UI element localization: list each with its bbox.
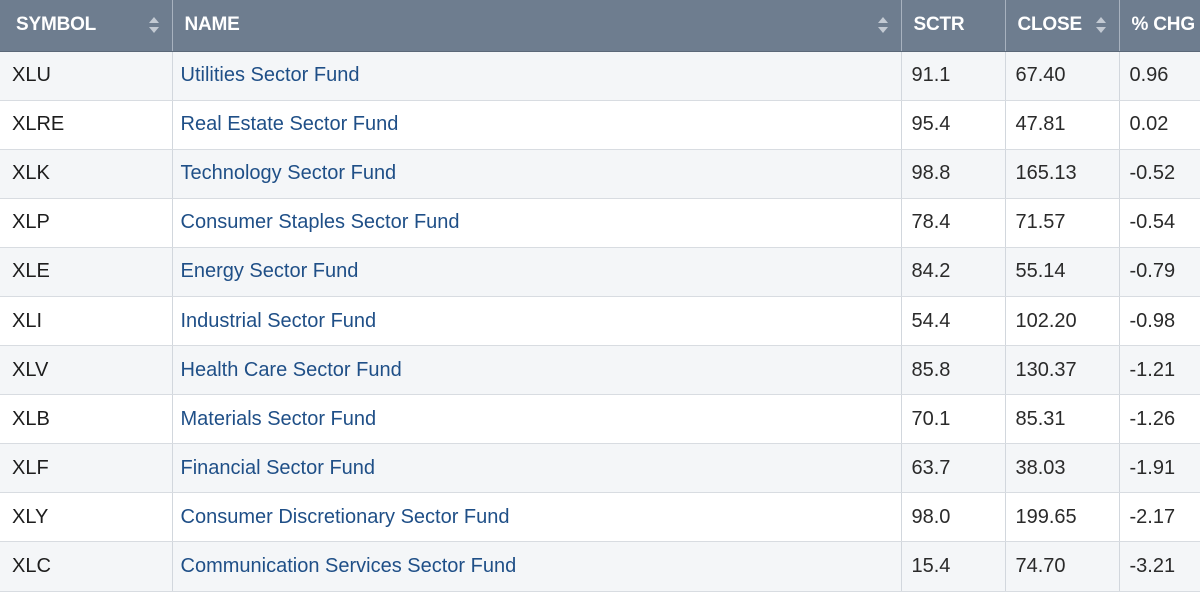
fund-name-link[interactable]: Consumer Staples Sector Fund xyxy=(180,211,460,234)
table-row: XLP Consumer Staples Sector Fund 78.4 71.57… xyxy=(0,198,1200,248)
table-row: XLI Industrial Sector Fund 54.4 102.20 -0.98 xyxy=(0,296,1200,347)
sctr-cell: 91.1 xyxy=(901,51,1006,101)
sctr-cell: 95.4 xyxy=(901,100,1006,150)
fund-name-link[interactable]: Consumer Discretionary Sector Fund xyxy=(180,505,510,528)
table-row: XLU Utilities Sector Fund 91.1 67.40 0.96 xyxy=(0,51,1200,101)
sctr-cell: 98.0 xyxy=(901,492,1006,543)
pct-change-cell: -0.98 xyxy=(1119,296,1200,347)
close-cell: 38.03 xyxy=(1005,443,1120,494)
close-cell: 199.65 xyxy=(1005,492,1120,543)
symbol-cell: XLV xyxy=(0,345,173,396)
pct-change-cell: -0.52 xyxy=(1119,149,1200,199)
fund-name-cell: Consumer Discretionary Sector Fund xyxy=(172,492,902,543)
fund-name-cell: Materials Sector Fund xyxy=(172,394,902,445)
table-row: XLY Consumer Discretionary Sector Fund 98.… xyxy=(0,492,1200,543)
pct-change-cell: -0.79 xyxy=(1119,247,1200,297)
fund-name-link[interactable]: Energy Sector Fund xyxy=(180,260,359,283)
symbol-cell: XLF xyxy=(0,443,173,494)
close-cell: 55.14 xyxy=(1005,247,1120,297)
close-cell: 130.37 xyxy=(1005,345,1120,396)
table-row: XLV Health Care Sector Fund 85.8 130.37 -1.2… xyxy=(0,345,1200,396)
column-header-label: SYMBOL xyxy=(16,14,97,36)
column-header-sctr[interactable]: SCTR xyxy=(901,0,1006,52)
pct-change-cell: -1.21 xyxy=(1119,345,1200,396)
column-header-label: NAME xyxy=(184,14,240,36)
sctr-cell: 98.8 xyxy=(901,149,1006,199)
fund-name-link[interactable]: Health Care Sector Fund xyxy=(180,358,402,381)
table-header: SYMBOL NAME SCTR CLOSE % xyxy=(0,0,1200,52)
fund-name-cell: Financial Sector Fund xyxy=(172,443,902,494)
pct-change-cell: -3.21 xyxy=(1119,541,1200,592)
fund-name-link[interactable]: Real Estate Sector Fund xyxy=(180,113,399,136)
column-header-label: % CHG xyxy=(1131,14,1196,36)
sort-arrows-icon[interactable] xyxy=(148,16,160,34)
table-row: XLC Communication Services Sector Fund 15.… xyxy=(0,541,1200,592)
pct-change-cell: -1.91 xyxy=(1119,443,1200,494)
pct-change-cell: -2.17 xyxy=(1119,492,1200,543)
column-header-label: CLOSE xyxy=(1017,14,1083,36)
fund-name-cell: Communication Services Sector Fund xyxy=(172,541,902,592)
fund-name-link[interactable]: Communication Services Sector Fund xyxy=(180,554,517,577)
fund-name-cell: Health Care Sector Fund xyxy=(172,345,902,396)
table-row: XLB Materials Sector Fund 70.1 85.31 -1.26 xyxy=(0,394,1200,445)
table-row: XLK Technology Sector Fund 98.8 165.13 -0.52 xyxy=(0,149,1200,199)
sctr-cell: 84.2 xyxy=(901,247,1006,297)
symbol-cell: XLE xyxy=(0,247,173,297)
symbol-cell: XLP xyxy=(0,198,173,248)
pct-change-cell: -1.26 xyxy=(1119,394,1200,445)
symbol-cell: XLK xyxy=(0,149,173,199)
fund-name-cell: Consumer Staples Sector Fund xyxy=(172,198,902,248)
sctr-cell: 63.7 xyxy=(901,443,1006,494)
fund-name-cell: Industrial Sector Fund xyxy=(172,296,902,347)
symbol-cell: XLI xyxy=(0,296,173,347)
table-row: XLE Energy Sector Fund 84.2 55.14 -0.79 xyxy=(0,247,1200,297)
column-header-chg[interactable]: % CHG xyxy=(1119,0,1200,52)
symbol-cell: XLC xyxy=(0,541,173,592)
sctr-cell: 54.4 xyxy=(901,296,1006,347)
fund-name-link[interactable]: Industrial Sector Fund xyxy=(180,309,377,332)
close-cell: 47.81 xyxy=(1005,100,1120,150)
close-cell: 71.57 xyxy=(1005,198,1120,248)
pct-change-cell: 0.02 xyxy=(1119,100,1200,150)
sctr-cell: 15.4 xyxy=(901,541,1006,592)
table-row: XLRE Real Estate Sector Fund 95.4 47.81 0.02 xyxy=(0,100,1200,150)
table-row: XLF Financial Sector Fund 63.7 38.03 -1.91 xyxy=(0,443,1200,494)
close-cell: 67.40 xyxy=(1005,51,1120,101)
sctr-cell: 70.1 xyxy=(901,394,1006,445)
sort-arrows-icon[interactable] xyxy=(1095,16,1107,34)
sort-arrows-icon[interactable] xyxy=(877,16,889,34)
close-cell: 85.31 xyxy=(1005,394,1120,445)
fund-name-cell: Utilities Sector Fund xyxy=(172,51,902,101)
fund-name-cell: Real Estate Sector Fund xyxy=(172,100,902,150)
pct-change-cell: 0.96 xyxy=(1119,51,1200,101)
fund-name-link[interactable]: Materials Sector Fund xyxy=(180,407,377,430)
close-cell: 165.13 xyxy=(1005,149,1120,199)
fund-name-link[interactable]: Financial Sector Fund xyxy=(180,456,376,479)
header-row: SYMBOL NAME SCTR CLOSE % xyxy=(0,0,1200,52)
fund-name-cell: Technology Sector Fund xyxy=(172,149,902,199)
column-header-name[interactable]: NAME xyxy=(172,0,902,52)
sctr-cell: 85.8 xyxy=(901,345,1006,396)
column-header-close[interactable]: CLOSE xyxy=(1005,0,1120,52)
symbol-cell: XLB xyxy=(0,394,173,445)
fund-name-link[interactable]: Technology Sector Fund xyxy=(180,162,397,185)
pct-change-cell: -0.54 xyxy=(1119,198,1200,248)
symbol-cell: XLY xyxy=(0,492,173,543)
column-header-label: SCTR xyxy=(913,14,965,36)
column-header-symbol[interactable]: SYMBOL xyxy=(0,0,173,52)
symbol-cell: XLU xyxy=(0,51,173,101)
close-cell: 74.70 xyxy=(1005,541,1120,592)
table-body: XLU Utilities Sector Fund 91.1 67.40 0.96 XLR… xyxy=(0,51,1200,592)
symbol-cell: XLRE xyxy=(0,100,173,150)
fund-name-cell: Energy Sector Fund xyxy=(172,247,902,297)
close-cell: 102.20 xyxy=(1005,296,1120,347)
fund-name-link[interactable]: Utilities Sector Fund xyxy=(180,64,360,87)
sctr-cell: 78.4 xyxy=(901,198,1006,248)
